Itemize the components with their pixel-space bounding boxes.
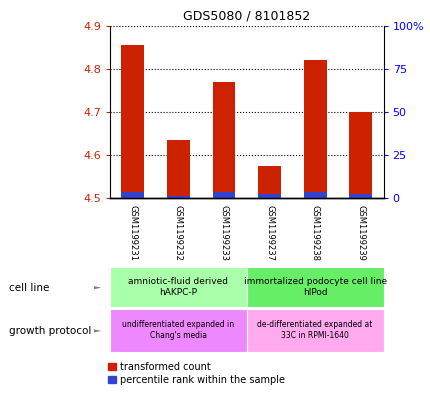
Bar bbox=[349, 112, 372, 198]
Bar bbox=[121, 45, 144, 198]
Bar bbox=[110, 267, 246, 307]
Bar bbox=[212, 192, 235, 198]
Text: GSM1199239: GSM1199239 bbox=[356, 205, 365, 261]
Text: GSM1199231: GSM1199231 bbox=[128, 205, 137, 261]
Text: cell line: cell line bbox=[9, 283, 49, 293]
Text: GSM1199237: GSM1199237 bbox=[264, 205, 273, 261]
Text: GSM1199233: GSM1199233 bbox=[219, 205, 228, 261]
Text: immortalized podocyte cell line
hIPod: immortalized podocyte cell line hIPod bbox=[243, 277, 386, 297]
Text: growth protocol: growth protocol bbox=[9, 326, 91, 336]
Bar bbox=[349, 194, 372, 198]
Text: GSM1199232: GSM1199232 bbox=[173, 205, 182, 261]
Bar bbox=[166, 140, 189, 198]
Bar bbox=[121, 192, 144, 198]
Polygon shape bbox=[94, 329, 101, 332]
Bar bbox=[258, 194, 280, 198]
Legend: transformed count, percentile rank within the sample: transformed count, percentile rank withi… bbox=[108, 362, 284, 385]
Text: amniotic-fluid derived
hAKPC-P: amniotic-fluid derived hAKPC-P bbox=[128, 277, 228, 297]
Bar bbox=[166, 196, 189, 198]
Polygon shape bbox=[94, 286, 101, 289]
Text: de-differentiated expanded at
33C in RPMI-1640: de-differentiated expanded at 33C in RPM… bbox=[257, 320, 372, 340]
Bar bbox=[303, 60, 326, 198]
Bar bbox=[246, 309, 383, 352]
Bar bbox=[212, 82, 235, 198]
Bar bbox=[246, 267, 383, 307]
Bar bbox=[258, 166, 280, 198]
Text: undifferentiated expanded in
Chang's media: undifferentiated expanded in Chang's med… bbox=[122, 320, 234, 340]
Text: GSM1199238: GSM1199238 bbox=[310, 205, 319, 261]
Title: GDS5080 / 8101852: GDS5080 / 8101852 bbox=[183, 10, 310, 23]
Bar bbox=[303, 192, 326, 198]
Bar bbox=[110, 309, 246, 352]
